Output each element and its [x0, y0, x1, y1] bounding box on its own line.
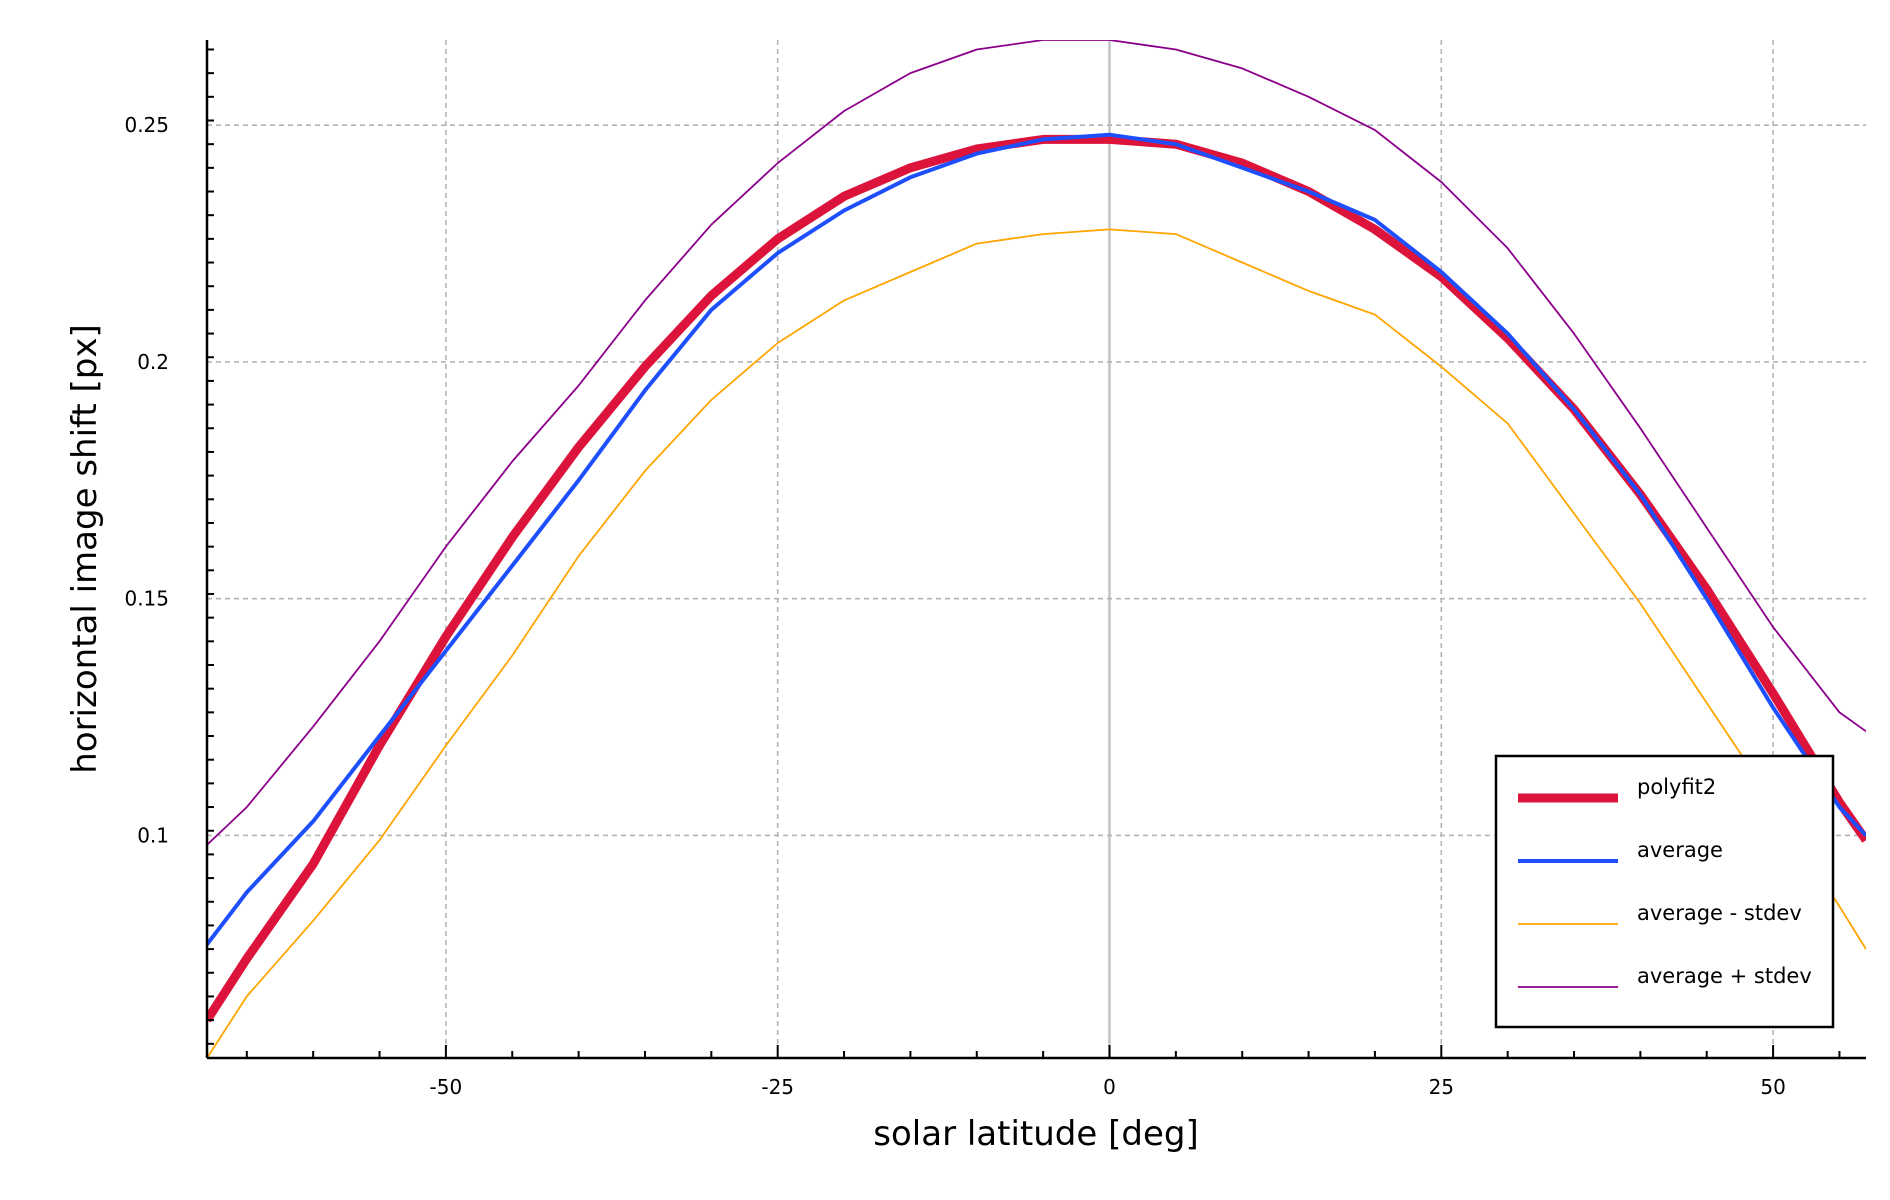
legend-label: average - stdev [1637, 901, 1802, 925]
x-tick-label: -50 [430, 1075, 463, 1099]
y-axis-title: horizontal image shift [px] [65, 324, 105, 774]
series-line-average [207, 132, 1866, 946]
series-line-average-stdev [207, 40, 1866, 846]
x-tick-label: 50 [1760, 1075, 1785, 1099]
legend-label: average [1637, 838, 1723, 862]
tick-labels: -50 -25 0 25 50 0.1 0.15 0.2 0.25 [124, 113, 1785, 1099]
axes [205, 40, 1866, 1060]
x-tick-label: 25 [1429, 1075, 1454, 1099]
y-tick-label: 0.2 [137, 350, 169, 374]
x-axis-title: solar latitude [deg] [873, 1114, 1198, 1154]
y-tick-label: 0.1 [137, 823, 169, 847]
legend-label: polyfit2 [1637, 775, 1716, 799]
legend: polyfit2 average average - stdev average + … [1494, 754, 1835, 1029]
legend-label: average + stdev [1637, 964, 1812, 988]
y-tick-label: 0.25 [124, 113, 169, 137]
x-tick-label: 0 [1103, 1075, 1116, 1099]
y-tick-label: 0.15 [124, 587, 169, 611]
series-layer [207, 40, 1866, 1058]
x-tick-label: -25 [761, 1075, 794, 1099]
series-line-average-stdev [207, 228, 1866, 1058]
